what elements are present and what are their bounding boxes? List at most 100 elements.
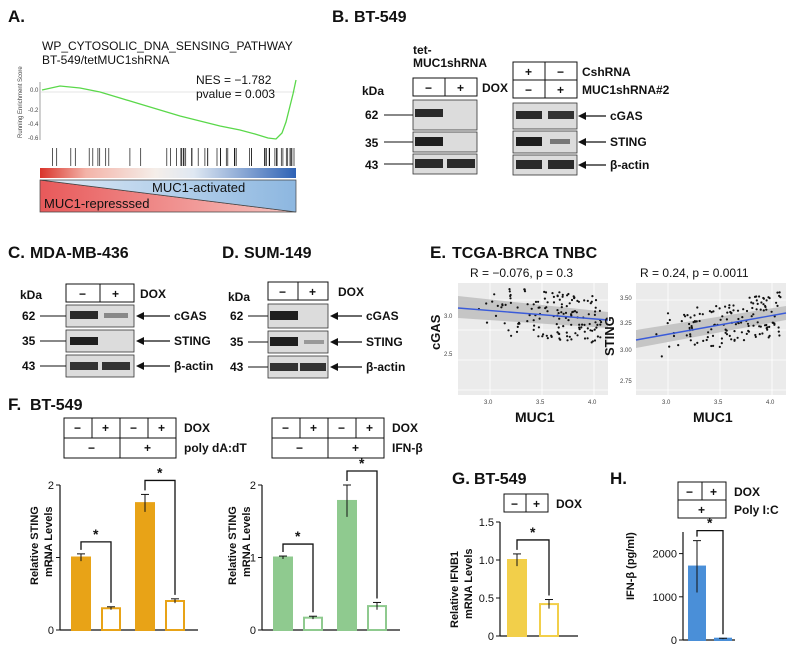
scatter-point <box>750 315 753 318</box>
scatter-point <box>767 296 770 299</box>
scatter-point <box>698 319 701 323</box>
mw-43: 43 <box>230 360 244 374</box>
scatter-point <box>752 302 755 305</box>
f2-treat-1: − <box>296 441 303 455</box>
scatter-point <box>509 293 512 297</box>
scatter-point <box>762 309 765 312</box>
mw-35: 35 <box>230 335 244 349</box>
scatter-point <box>668 318 671 322</box>
scatter-point <box>683 313 686 316</box>
scatter-point <box>742 308 745 311</box>
scatter-point <box>745 309 749 313</box>
scatter-left-fit <box>457 307 609 321</box>
blot-b-kda: kDa <box>362 84 384 98</box>
gsea-curve <box>41 79 297 140</box>
f-left-ylabel-2: mRNA Levels <box>43 506 55 577</box>
f2-dox-4: + <box>366 421 373 435</box>
scatter-point <box>583 323 586 326</box>
significance-bracket <box>144 479 176 595</box>
bar-chart-F-right: 0 1 2 * * <box>250 455 400 637</box>
f2-dox-2: + <box>310 421 317 435</box>
panel-h: H. − + + DOX Poly I:C IFN-β (pg/ml) <box>610 469 779 600</box>
scatter-point <box>764 305 767 309</box>
f-right-conditions: − + − + − + DOX IFN-β <box>271 417 423 459</box>
scatter-point <box>770 310 773 313</box>
gsea-gene-set: WP_CYTOSOLIC_DNA_SENSING_PATHWAY <box>42 39 293 53</box>
scatter-point <box>570 298 574 302</box>
scatter-point <box>741 316 744 319</box>
scatter-point <box>543 290 546 293</box>
scatter-point <box>599 323 602 326</box>
scatter-point <box>686 314 689 317</box>
h-dox-plus: + <box>710 485 717 499</box>
scatter-point <box>556 295 559 298</box>
band <box>270 363 298 371</box>
scatter-right-ytick: 3.50 <box>620 296 632 302</box>
scatter-point <box>685 334 688 337</box>
scatter-point <box>748 296 751 299</box>
panel-e-title: TCGA-BRCA TNBC <box>452 245 598 262</box>
scatter-point <box>696 306 699 309</box>
scatter-point <box>575 311 578 314</box>
f1-treat-2: + <box>144 441 151 455</box>
scatter-left-xtick: 4.0 <box>588 400 597 406</box>
scatter-point <box>565 331 568 334</box>
scatter-point <box>773 323 776 326</box>
scatter-point <box>568 335 571 338</box>
significance-bracket <box>80 541 112 603</box>
cshrna-minus: − <box>557 65 564 79</box>
scatter-point <box>533 324 536 327</box>
scatter-right-xlabel: MUC1 <box>693 409 733 425</box>
scatter-point <box>508 290 511 293</box>
h-dox-label: DOX <box>734 485 760 499</box>
scatter-point <box>593 313 597 316</box>
panel-d-title: SUM-149 <box>244 245 312 262</box>
f1-dox-1: − <box>74 421 81 435</box>
scatter-point <box>485 302 488 305</box>
scatter-point <box>537 326 541 329</box>
f2-treat-2: + <box>352 441 359 455</box>
scatter-point <box>560 306 563 309</box>
scatter-point <box>737 322 740 325</box>
scatter-point <box>593 339 597 342</box>
scatter-left-ylabel: cGAS <box>428 314 443 350</box>
bar <box>507 559 527 637</box>
scatter-point <box>706 336 709 339</box>
scatter-right-xtick: 3.5 <box>714 400 723 406</box>
band <box>270 337 298 346</box>
scatter-point <box>570 323 573 326</box>
scatter-point <box>591 295 594 298</box>
scatter-point <box>583 299 586 302</box>
mw-62: 62 <box>365 108 379 122</box>
blot-b-cgas-label: cGAS <box>610 109 643 123</box>
panel-label-a: A. <box>8 7 25 26</box>
bar <box>273 556 293 631</box>
tet-label: tet- <box>413 43 432 57</box>
scatter-point <box>730 311 733 314</box>
scatter-point <box>732 309 735 312</box>
scatter-point <box>672 334 676 338</box>
bar-chart-H: 0 1000 2000 * <box>653 515 735 647</box>
scatter-point <box>775 301 778 304</box>
scatter-point <box>566 294 569 297</box>
scatter-point <box>758 333 761 336</box>
y-tick-label: 1000 <box>653 592 677 604</box>
scatter-point <box>747 324 750 328</box>
scatter-point <box>572 310 575 313</box>
blot-b-actin-label: β-actin <box>610 158 649 172</box>
scatter-point <box>751 306 754 310</box>
scatter-point <box>689 333 692 336</box>
scatter-point <box>546 310 549 313</box>
scatter-point <box>698 312 701 315</box>
blot-c-sting-label: STING <box>174 334 211 348</box>
gsea-plot: 0.0 -0.2 -0.4 -0.6 Running Enrichment Sc… <box>18 66 297 142</box>
scatter-point <box>545 306 548 309</box>
scatter-point <box>594 310 597 313</box>
scatter-point <box>754 335 757 338</box>
scatter-point <box>736 336 739 339</box>
scatter-point <box>566 335 569 338</box>
scatter-point <box>561 295 564 298</box>
scatter-point <box>765 308 768 311</box>
f-left-conditions: − + − + − + DOX poly dA:dT <box>63 417 247 459</box>
scatter-point <box>776 304 779 307</box>
